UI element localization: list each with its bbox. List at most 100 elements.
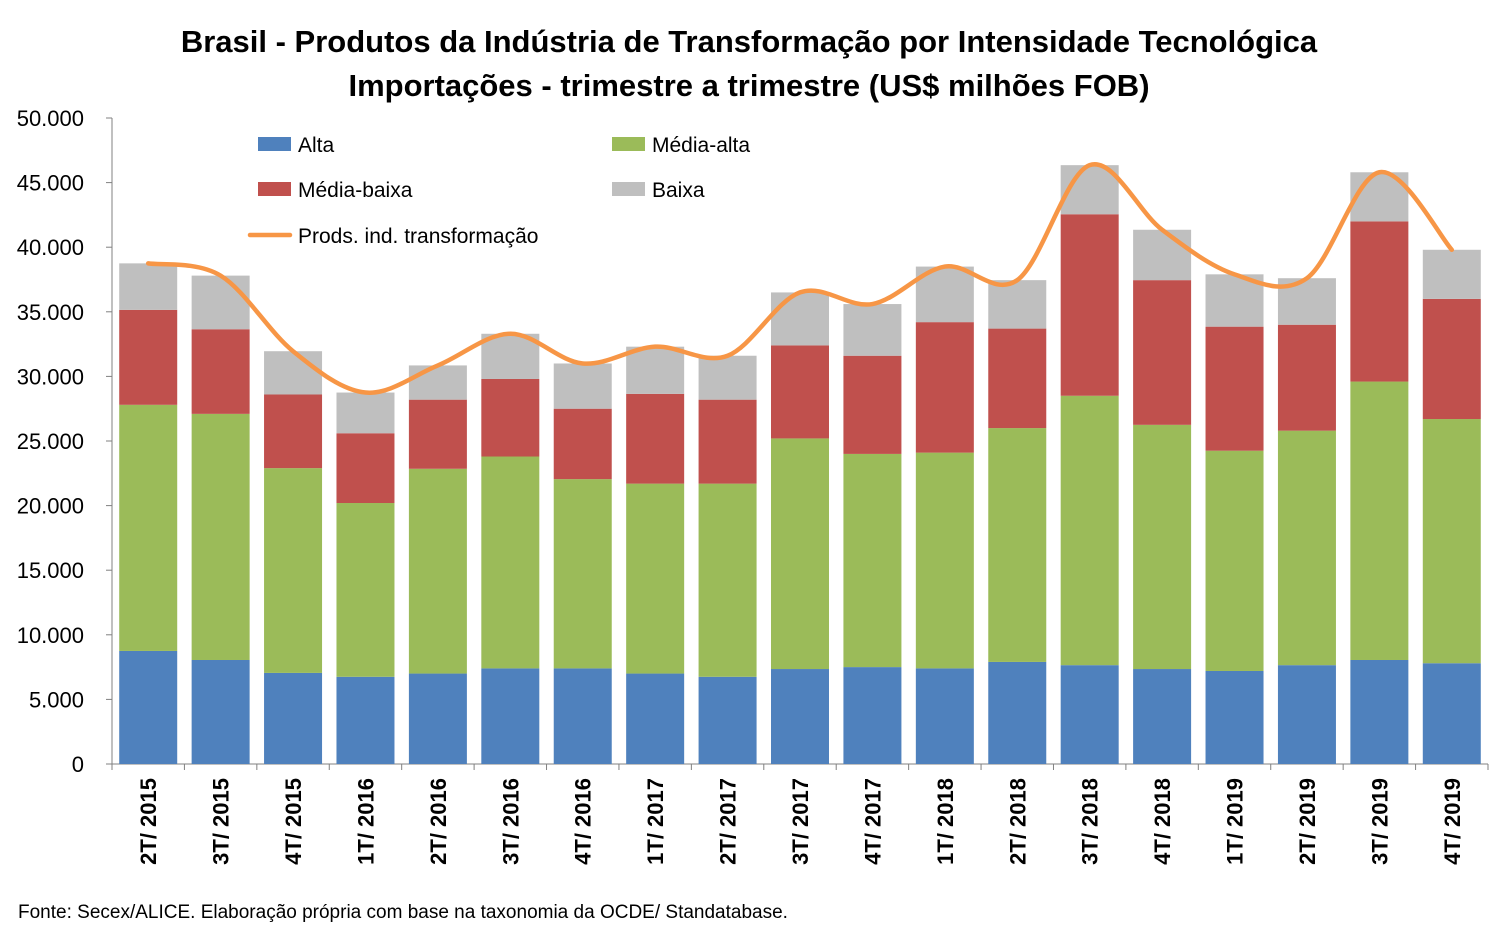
x-tick-label: 2T/ 2018	[1005, 778, 1030, 865]
y-tick-label: 30.000	[17, 364, 84, 389]
bar-alta	[771, 669, 829, 764]
bar-baixa	[1422, 249, 1481, 299]
legend-swatch-m-dia-baixa	[258, 182, 291, 196]
bar-alta	[1133, 669, 1192, 764]
y-tick-label: 5.000	[29, 687, 84, 712]
bar-alta	[1060, 665, 1119, 764]
bar-m-dia-alta	[1133, 424, 1192, 670]
bar-baixa	[191, 275, 250, 330]
bar-baixa	[698, 355, 757, 400]
bar-m-dia-baixa	[1060, 214, 1119, 396]
legend-swatch-baixa	[612, 182, 645, 196]
bar-m-dia-baixa	[1133, 280, 1192, 425]
bar-m-dia-baixa	[988, 328, 1047, 429]
bar-baixa	[988, 280, 1047, 329]
x-tick-label: 3T/ 2016	[498, 778, 523, 865]
bar-m-dia-alta	[264, 468, 323, 673]
bar-baixa	[626, 346, 685, 394]
bar-alta	[915, 668, 974, 764]
bar-baixa	[1133, 229, 1192, 281]
bar-m-dia-baixa	[191, 329, 250, 414]
x-tick-label: 2T/ 2017	[716, 778, 741, 865]
bar-baixa	[408, 365, 467, 400]
bar-m-dia-alta	[988, 428, 1047, 662]
bar-m-dia-alta	[771, 438, 829, 670]
y-tick-label: 0	[72, 752, 84, 777]
bar-m-dia-alta	[408, 468, 467, 674]
bar-m-dia-alta	[1060, 395, 1119, 666]
bar-alta	[264, 672, 323, 764]
bar-m-dia-baixa	[119, 309, 178, 405]
x-tick-label: 2T/ 2019	[1295, 778, 1320, 865]
y-tick-label: 45.000	[17, 171, 84, 196]
legend-label-m-dia-alta: Média-alta	[652, 134, 750, 157]
bar-alta	[408, 673, 467, 764]
bar-m-dia-alta	[481, 456, 540, 669]
bar-alta	[191, 659, 250, 764]
x-tick-label: 3T/ 2019	[1367, 778, 1392, 865]
bar-alta	[553, 668, 612, 764]
bar-m-dia-baixa	[915, 322, 974, 453]
bar-m-dia-alta	[1277, 430, 1336, 666]
bar-m-dia-alta	[626, 483, 685, 674]
x-tick-label: 1T/ 2016	[353, 778, 378, 865]
bar-m-dia-baixa	[843, 355, 902, 454]
bar-alta	[626, 673, 685, 764]
bar-m-dia-alta	[1422, 419, 1481, 664]
bar-m-dia-alta	[698, 483, 757, 677]
bar-alta	[1205, 670, 1264, 764]
legend-label-prods-ind-transforma-o: Prods. ind. transformação	[298, 225, 538, 248]
bar-m-dia-baixa	[408, 399, 467, 469]
x-tick-label: 3T/ 2017	[788, 778, 813, 865]
bar-m-dia-alta	[843, 453, 902, 668]
chart-title-line1: Brasil - Produtos da Indústria de Transf…	[180, 24, 1318, 59]
bar-baixa	[553, 363, 612, 409]
legend-label-baixa: Baixa	[652, 179, 705, 202]
bar-baixa	[481, 333, 540, 379]
x-tick-label: 1T/ 2019	[1223, 778, 1248, 865]
bar-m-dia-alta	[1350, 381, 1409, 660]
bar-m-dia-baixa	[626, 393, 685, 484]
x-tick-label: 2T/ 2015	[136, 778, 161, 865]
x-tick-label: 1T/ 2018	[933, 778, 958, 865]
bar-m-dia-baixa	[264, 394, 323, 469]
bar-m-dia-baixa	[1205, 326, 1264, 451]
x-tick-label: 3T/ 2018	[1078, 778, 1103, 865]
bar-alta	[1422, 663, 1481, 764]
x-tick-label: 4T/ 2019	[1440, 778, 1465, 865]
bar-m-dia-baixa	[481, 378, 540, 457]
bar-m-dia-baixa	[336, 433, 395, 504]
bar-m-dia-baixa	[1350, 221, 1409, 382]
y-tick-label: 15.000	[17, 558, 84, 583]
y-tick-label: 50.000	[17, 106, 84, 131]
bar-m-dia-alta	[119, 404, 178, 651]
chart-title-line2: Importações - trimestre a trimestre (US$…	[348, 68, 1150, 103]
x-tick-label: 4T/ 2016	[571, 778, 596, 865]
legend-label-alta: Alta	[298, 134, 335, 157]
bar-m-dia-alta	[553, 479, 612, 669]
bar-m-dia-baixa	[771, 345, 829, 439]
y-tick-label: 40.000	[17, 235, 84, 260]
legend-label-m-dia-baixa: Média-baixa	[298, 179, 413, 202]
bar-m-dia-baixa	[698, 399, 757, 484]
bar-m-dia-alta	[1205, 450, 1264, 671]
bar-m-dia-alta	[915, 452, 974, 669]
bar-alta	[481, 668, 540, 764]
line-prods-ind-transformacao	[145, 162, 1455, 395]
bar-m-dia-baixa	[553, 408, 612, 480]
y-tick-label: 20.000	[17, 494, 84, 519]
bar-baixa	[264, 351, 323, 395]
y-tick-label: 10.000	[17, 623, 84, 648]
bar-m-dia-alta	[191, 413, 250, 660]
x-tick-label: 4T/ 2018	[1150, 778, 1175, 865]
bar-alta	[1350, 659, 1409, 764]
x-tick-label: 1T/ 2017	[643, 778, 668, 865]
x-tick-label: 3T/ 2015	[209, 778, 234, 865]
x-tick-label: 4T/ 2015	[281, 778, 306, 865]
bar-alta	[1277, 665, 1336, 764]
source-note: Fonte: Secex/ALICE. Elaboração própria c…	[18, 902, 788, 923]
x-tick-label: 2T/ 2016	[426, 778, 451, 865]
bar-alta	[336, 676, 395, 764]
bar-alta	[119, 650, 178, 764]
